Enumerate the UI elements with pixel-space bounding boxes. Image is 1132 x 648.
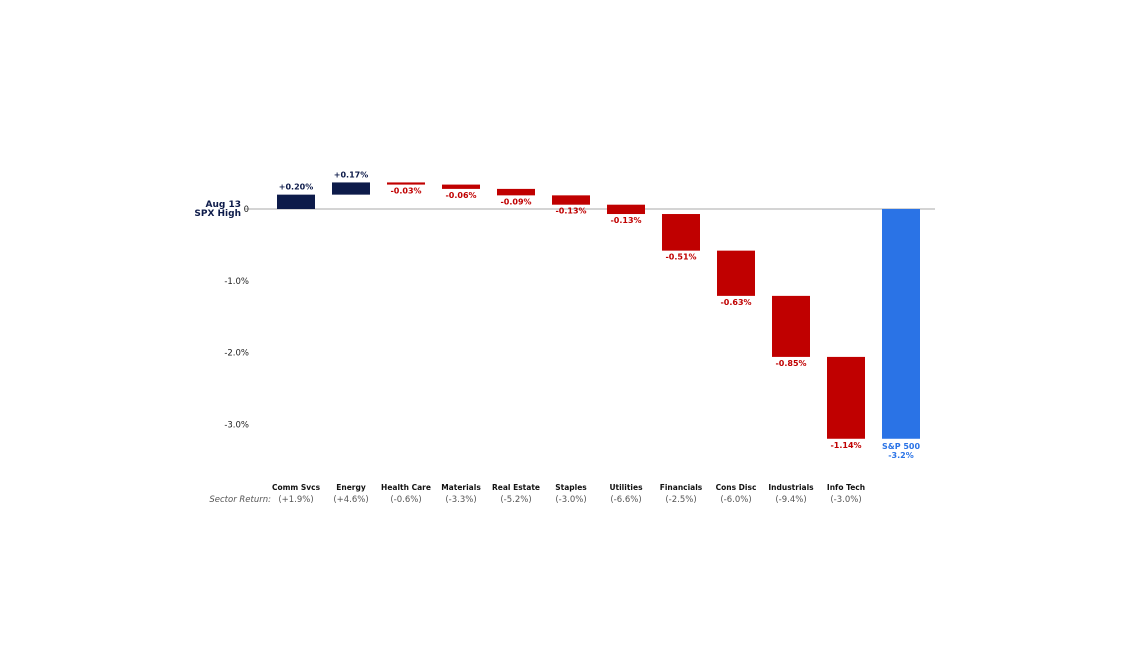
- category-label: Materials: [441, 483, 481, 492]
- sector-return-value: (+1.9%): [278, 495, 313, 505]
- waterfall-bar: [717, 250, 755, 296]
- y-tick-label: 0: [244, 205, 249, 215]
- category-label: Energy: [336, 483, 366, 492]
- category-label: Health Care: [381, 483, 431, 492]
- sector-return-value: (-6.6%): [610, 495, 641, 505]
- baseline-label-line-2: SPX High: [194, 209, 241, 219]
- category-label: Industrials: [768, 483, 814, 492]
- waterfall-bar: [772, 295, 810, 357]
- sector-return-value: (-2.5%): [665, 495, 696, 505]
- category-label: Financials: [660, 483, 703, 492]
- sector-return-value: (-3.0%): [555, 495, 586, 505]
- bar-value-label: +0.17%: [334, 170, 368, 179]
- sector-return-value: (-3.0%): [830, 495, 861, 505]
- bar-value-label: -0.09%: [500, 197, 531, 206]
- waterfall-bar: [827, 356, 865, 439]
- y-tick-label: -2.0%: [224, 349, 249, 359]
- waterfall-bar: [497, 188, 535, 196]
- sector-return-value: (-0.6%): [390, 495, 421, 505]
- category-label: Staples: [555, 483, 587, 492]
- baseline-label-line-1: Aug 13: [206, 200, 241, 210]
- total-bar: [882, 209, 920, 439]
- y-tick-label: -1.0%: [224, 277, 249, 287]
- category-label: Cons Disc: [716, 483, 757, 492]
- bar-value-label: -0.13%: [610, 216, 641, 225]
- bar-value-label: -0.63%: [720, 298, 751, 307]
- sector-return-value: (-9.4%): [775, 495, 806, 505]
- sector-return-value: (-6.0%): [720, 495, 751, 505]
- sector-return-value: (-3.3%): [445, 495, 476, 505]
- bar-value-label: -1.14%: [830, 441, 861, 450]
- bar-value-label: -0.85%: [775, 359, 806, 368]
- waterfall-bar: [662, 214, 700, 251]
- category-label: Comm Svcs: [272, 483, 321, 492]
- waterfall-bar: [442, 184, 480, 189]
- bar-value-label: -0.03%: [390, 187, 421, 196]
- sector-return-value: (-5.2%): [500, 495, 531, 505]
- category-label: Real Estate: [492, 483, 540, 492]
- waterfall-bar: [552, 195, 590, 205]
- waterfall-bar: [607, 204, 645, 215]
- category-label: Info Tech: [827, 483, 865, 492]
- sector-return-value: (+4.6%): [333, 495, 368, 505]
- waterfall-bar: [387, 182, 425, 185]
- y-tick-label: -3.0%: [224, 420, 249, 430]
- sector-return-row-label: Sector Return:: [209, 495, 271, 505]
- bar-value-label: -0.06%: [445, 191, 476, 200]
- bar-value-label: -0.13%: [555, 207, 586, 216]
- waterfall-bar: [277, 194, 315, 209]
- waterfall-bar: [332, 182, 370, 195]
- total-category-label: S&P 500: [882, 442, 921, 451]
- bar-value-label: -0.51%: [665, 253, 696, 262]
- category-label: Utilities: [609, 483, 643, 492]
- total-value-label: -3.2%: [888, 451, 914, 460]
- bar-value-label: +0.20%: [279, 183, 313, 192]
